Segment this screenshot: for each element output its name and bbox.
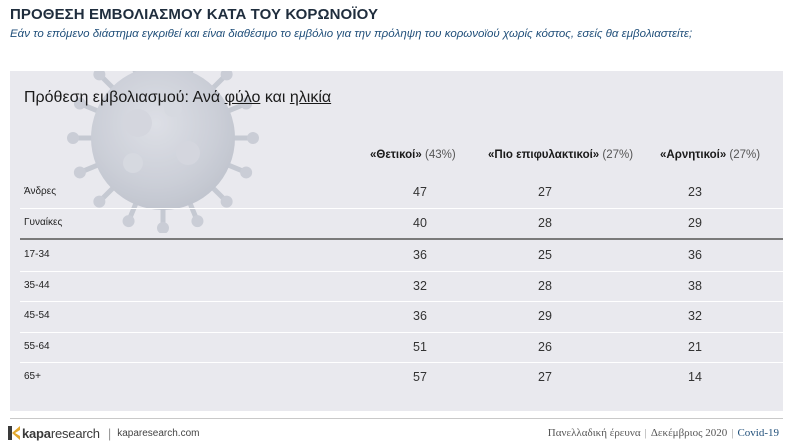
cell-value: 32 [413,278,427,293]
kapa-logo-icon [8,426,20,440]
logo-wordmark: kaparesearch [22,426,100,441]
survey-type: Πανελλαδική έρευνα [547,427,641,439]
column-header-positive: «Θετικοί» (43%) [370,149,456,161]
coronavirus-icon [67,71,259,233]
logo-research: research [50,425,100,441]
cell-value: 27 [538,370,552,384]
cell-value: 47 [413,185,427,199]
row-label: 35-44 [24,279,50,291]
column-name: «Πιο επιφυλακτικοί» [488,149,600,161]
section-title-gender: φύλο [224,89,261,106]
cell-value: 51 [413,339,427,354]
row-label: 45-54 [24,310,50,321]
cell-value: 36 [688,248,702,262]
row-divider [20,362,783,363]
survey-question: Εάν το επόμενο διάστημα εγκριθεί και είν… [10,28,693,40]
website-link[interactable]: kaparesearch.com [117,427,200,439]
cell-value: 29 [538,309,552,323]
column-name: «Θετικοί» [370,149,422,161]
table-row: 17-34 36 25 36 [10,240,783,270]
cell-value: 29 [688,215,702,230]
cell-value: 21 [688,339,702,354]
column-share: (27%) [729,149,761,161]
cell-value: 14 [688,370,702,384]
cell-value: 28 [538,215,552,230]
group-divider [20,238,783,240]
row-divider [20,301,783,302]
cell-value: 36 [413,248,427,262]
logo-separator: | [107,425,112,441]
logo-kapa: kapa [22,425,51,441]
column-share: (27%) [602,149,634,161]
footer-info: Πανελλαδική έρευνα | Δεκέμβριος 2020 | Covid… [548,427,779,439]
cell-value: 32 [688,309,702,323]
row-divider [20,207,783,209]
cell-value: 26 [538,339,552,354]
topic-label: Covid-19 [737,427,779,439]
section-title-and: και [260,89,290,106]
row-label: 55-64 [24,340,50,352]
table-row: 55-64 51 26 21 [10,332,783,362]
footer-separator: | [644,427,647,439]
table-row: Άνδρες 47 27 23 [10,177,783,207]
footer-divider [10,418,783,419]
kapa-research-logo: kaparesearch | kaparesearch.com [8,424,199,442]
cell-value: 36 [413,309,427,323]
row-label: Άνδρες [24,186,57,197]
column-header-hesitant: «Πιο επιφυλακτικοί» (27%) [488,149,633,161]
column-share: (43%) [424,149,456,161]
row-divider [20,331,783,333]
results-panel: Πρόθεση εμβολιασμού: Ανά φύλο και ηλικία… [10,71,783,411]
section-title-prefix: Πρόθεση εμβολιασμού: Ανά [24,89,225,106]
cell-value: 25 [538,248,552,262]
section-title: Πρόθεση εμβολιασμού: Ανά φύλο και ηλικία [24,89,331,107]
row-label: 65+ [24,371,41,382]
survey-date: Δεκέμβριος 2020 [650,427,728,439]
table-row: 45-54 36 29 32 [10,301,783,331]
cell-value: 28 [538,278,552,293]
column-header-negative: «Αρνητικοί» (27%) [660,149,760,161]
cell-value: 27 [538,185,552,199]
section-title-age: ηλικία [289,89,332,106]
cell-value: 40 [413,215,427,230]
table-row: 65+ 57 27 14 [10,362,783,392]
page-title: ΠΡΟΘΕΣΗ ΕΜΒΟΛΙΑΣΜΟΥ ΚΑΤΑ ΤΟΥ ΚΟΡΩΝΟΪΟΥ [10,6,379,23]
row-label: Γυναίκες [24,216,63,228]
cell-value: 57 [413,370,427,384]
table-row: Γυναίκες 40 28 29 [10,208,783,238]
cell-value: 38 [688,278,702,293]
table-row: 35-44 32 28 38 [10,271,783,301]
footer-separator: | [731,427,734,439]
row-divider [20,270,783,272]
column-name: «Αρνητικοί» [660,149,727,161]
cell-value: 23 [688,185,702,199]
row-label: 17-34 [24,249,50,260]
